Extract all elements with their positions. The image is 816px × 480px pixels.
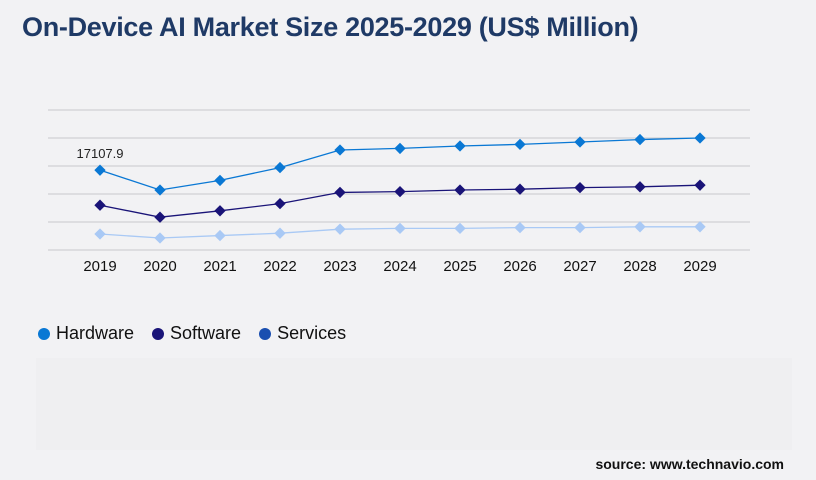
data-point-services xyxy=(274,227,286,239)
legend-marker xyxy=(259,327,272,340)
x-tick-label: 2025 xyxy=(443,258,476,275)
data-point-software xyxy=(214,205,226,217)
data-point-services xyxy=(94,228,106,240)
data-point-services xyxy=(214,229,226,242)
x-tick-label: 2023 xyxy=(323,258,356,275)
data-point-hardware xyxy=(514,138,526,151)
background-band xyxy=(36,358,792,450)
legend-marker xyxy=(38,327,50,340)
data-point-software xyxy=(334,186,346,199)
data-point-services xyxy=(514,221,526,234)
data-point-hardware xyxy=(214,174,226,187)
data-point-services xyxy=(454,222,466,235)
legend-label: Software xyxy=(170,323,242,343)
data-point-services xyxy=(394,222,406,235)
x-tick-label: 2019 xyxy=(83,258,116,275)
x-tick-label: 2029 xyxy=(683,258,716,275)
legend: Hardware Software Services xyxy=(38,323,346,344)
legend-item-services: Services xyxy=(259,323,346,344)
data-point-hardware xyxy=(694,132,706,144)
data-point-software xyxy=(574,181,586,194)
data-point-hardware xyxy=(634,133,646,146)
source-note: source: www.technavio.com xyxy=(595,456,784,472)
data-point-software xyxy=(454,184,466,196)
data-point-software xyxy=(274,197,286,210)
data-point-services xyxy=(334,223,346,235)
legend-item-software: Software xyxy=(152,323,241,344)
x-tick-label: 2027 xyxy=(563,258,596,275)
data-point-software xyxy=(94,199,106,211)
legend-label: Hardware xyxy=(56,323,135,343)
legend-item-hardware: Hardware xyxy=(38,323,134,344)
chart-title: On-Device AI Market Size 2025-2029 (US$ … xyxy=(22,12,639,42)
data-label: 17107.9 xyxy=(77,146,124,161)
x-tick-label: 2024 xyxy=(383,258,416,275)
data-point-services xyxy=(694,221,706,233)
data-point-services xyxy=(154,232,166,244)
x-tick-label: 2026 xyxy=(503,258,536,275)
data-point-hardware xyxy=(454,140,466,152)
data-point-software xyxy=(394,185,406,198)
data-point-hardware xyxy=(574,136,586,148)
data-point-hardware xyxy=(394,142,406,155)
data-point-hardware xyxy=(334,144,346,156)
line-chart: 2019 2020 2021 2022 2023 2024 2025 2026 2027 2028… xyxy=(48,109,750,275)
data-point-hardware xyxy=(274,161,286,174)
legend-label: Services xyxy=(277,323,347,343)
data-point-software xyxy=(634,181,646,193)
x-tick-label: 2021 xyxy=(203,258,236,275)
data-point-software xyxy=(514,183,526,195)
data-point-services xyxy=(574,221,586,234)
data-point-software xyxy=(694,179,706,191)
data-point-services xyxy=(634,221,646,233)
x-tick-label: 2020 xyxy=(143,258,176,275)
data-point-hardware xyxy=(154,184,166,196)
data-point-software xyxy=(154,211,166,223)
legend-marker xyxy=(152,327,165,340)
x-tick-label: 2022 xyxy=(263,258,296,275)
x-tick-label: 2028 xyxy=(623,258,656,275)
